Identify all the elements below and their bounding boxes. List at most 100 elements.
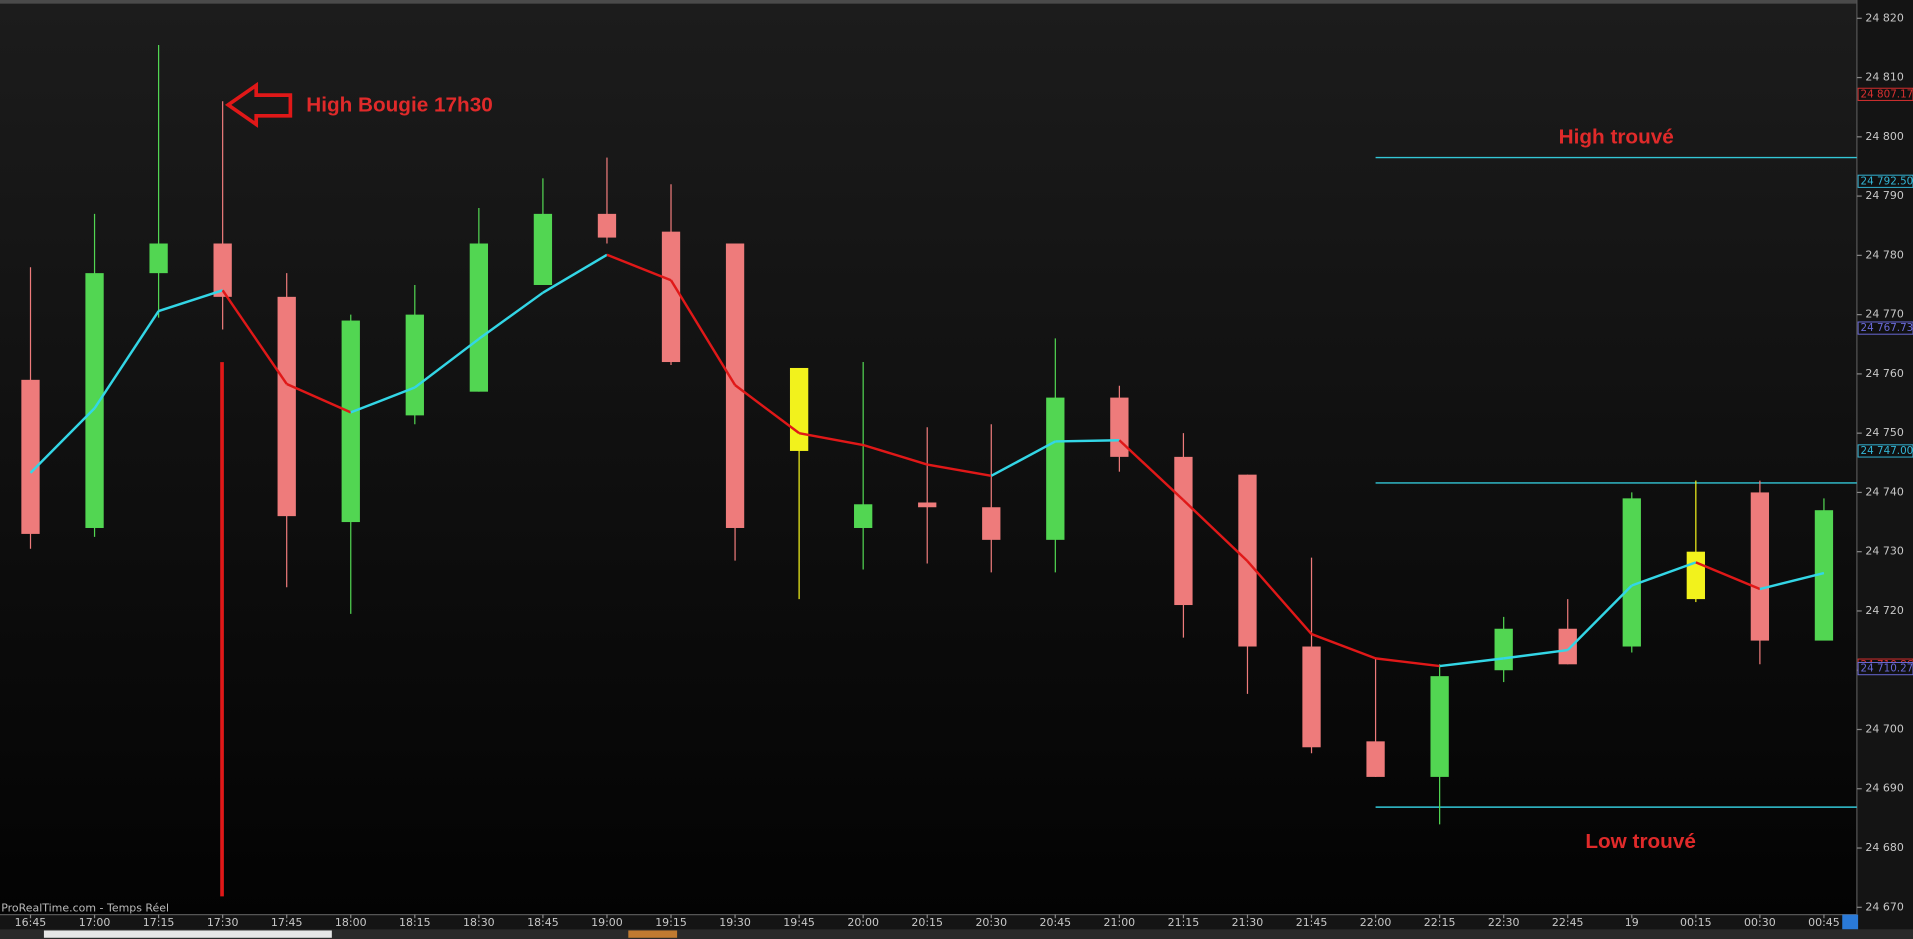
price-tag <box>1857 174 1913 188</box>
candle-body <box>1814 510 1834 641</box>
x-tick-label: 20:45 <box>1040 916 1072 929</box>
candle-body <box>213 243 232 297</box>
candle-body <box>1174 456 1193 606</box>
y-tick-label: 24 770 <box>1865 308 1903 321</box>
x-tick-label: 16:45 <box>15 916 47 929</box>
candle-body <box>982 507 1001 540</box>
source: ProRealTime.com - Temps Réel <box>1 902 169 915</box>
candle-body <box>469 243 489 392</box>
x-tick-label: 21:00 <box>1104 916 1136 929</box>
level-label: High trouvé <box>1559 126 1674 149</box>
scrollbar[interactable] <box>0 929 1913 939</box>
ma-segment <box>1503 648 1568 660</box>
y-tick-label: 24 800 <box>1865 130 1903 143</box>
x-tick-label: 20:00 <box>847 916 879 929</box>
candle-body <box>341 320 360 523</box>
price-tag-label: 24 767.73 <box>1861 322 1913 334</box>
x-tick-label: 00:15 <box>1680 916 1712 929</box>
ma-segment <box>1439 657 1504 668</box>
annotation-arrow <box>224 81 293 128</box>
x-tick-label: 18:45 <box>527 916 559 929</box>
candle-body <box>1430 676 1449 777</box>
price-tag <box>1857 444 1913 458</box>
x-tick-label: 17:15 <box>143 916 175 929</box>
candle-body <box>149 243 168 274</box>
ma-segment <box>29 407 96 474</box>
price-tag-label: 24 747.00 <box>1861 445 1913 457</box>
price-axis <box>1856 0 1913 939</box>
ma-segment <box>606 253 672 282</box>
candle-body <box>1366 741 1385 777</box>
y-tick-label: 24 810 <box>1865 71 1903 84</box>
candle-body <box>1046 397 1065 540</box>
x-tick-label: 21:30 <box>1232 916 1264 929</box>
candle-body <box>1750 492 1770 641</box>
candle-body <box>854 504 873 528</box>
ma-segment <box>1631 561 1697 587</box>
price-tag-label: 24 792.50 <box>1861 175 1913 187</box>
ma-segment <box>927 463 992 478</box>
candle-body <box>533 213 553 285</box>
top-toolbar <box>0 0 1857 4</box>
ma-segment <box>221 289 288 385</box>
y-tick-label: 24 790 <box>1865 189 1903 202</box>
x-tick-label: 18:00 <box>335 916 367 929</box>
candle-body <box>918 502 937 508</box>
y-tick-label: 24 680 <box>1865 841 1903 854</box>
y-tick-label: 24 730 <box>1865 545 1903 558</box>
x-tick-label: 22:15 <box>1424 916 1456 929</box>
x-tick-label: 17:30 <box>207 916 239 929</box>
candle-body <box>1302 646 1321 748</box>
x-tick-label: 20:30 <box>975 916 1007 929</box>
price-tag <box>1857 321 1913 335</box>
y-tick-label: 24 820 <box>1865 11 1903 24</box>
candle-body <box>1686 551 1705 600</box>
x-tick-label: 00:30 <box>1744 916 1776 929</box>
candle-body <box>1494 628 1513 671</box>
ma-segment <box>414 337 480 389</box>
ma-segment <box>93 310 160 409</box>
ma-segment <box>1055 439 1120 443</box>
candle-body <box>1110 397 1129 457</box>
x-tick-label: 21:45 <box>1296 916 1328 929</box>
x-tick-label: 22:45 <box>1552 916 1584 929</box>
candle-body <box>1622 498 1641 647</box>
x-tick-label: 20:15 <box>911 916 943 929</box>
x-tick-label: 19:00 <box>591 916 623 929</box>
y-tick-label: 24 760 <box>1865 367 1903 380</box>
y-tick-label: 24 670 <box>1865 900 1903 913</box>
ma-segment <box>1759 571 1825 591</box>
y-tick-label: 24 750 <box>1865 426 1903 439</box>
scroll-thumb[interactable] <box>43 930 332 938</box>
x-tick-label: 21:15 <box>1168 916 1200 929</box>
x-tick-label: 18:15 <box>399 916 431 929</box>
scroll-button[interactable] <box>1842 914 1859 930</box>
ma-segment <box>1695 561 1761 591</box>
candle-body <box>661 231 681 363</box>
candle-body <box>277 296 296 517</box>
ma-segment <box>1566 584 1633 651</box>
ma-segment <box>798 431 864 447</box>
candle-body <box>85 273 104 528</box>
scroll-marker <box>628 930 678 938</box>
x-tick-label: 19:45 <box>783 916 815 929</box>
ma-segment <box>734 384 800 435</box>
annotation: High Bougie 17h30 <box>306 94 493 117</box>
plot-background <box>0 0 1857 915</box>
ma-segment <box>286 382 352 414</box>
ma-segment <box>542 253 608 294</box>
price-tag <box>1857 87 1913 101</box>
candle-body <box>597 213 617 238</box>
candle-body <box>405 314 424 416</box>
x-tick-label: 19 <box>1625 916 1639 929</box>
ma-segment <box>1118 439 1185 502</box>
ma-segment <box>862 443 928 466</box>
ma-segment <box>1182 499 1249 563</box>
ma-segment <box>1246 560 1313 635</box>
x-tick-label: 19:30 <box>719 916 751 929</box>
x-tick-label: 22:30 <box>1488 916 1520 929</box>
x-tick-label: 22:00 <box>1360 916 1392 929</box>
candle-body <box>1558 628 1577 665</box>
y-tick-label: 24 780 <box>1865 248 1903 261</box>
